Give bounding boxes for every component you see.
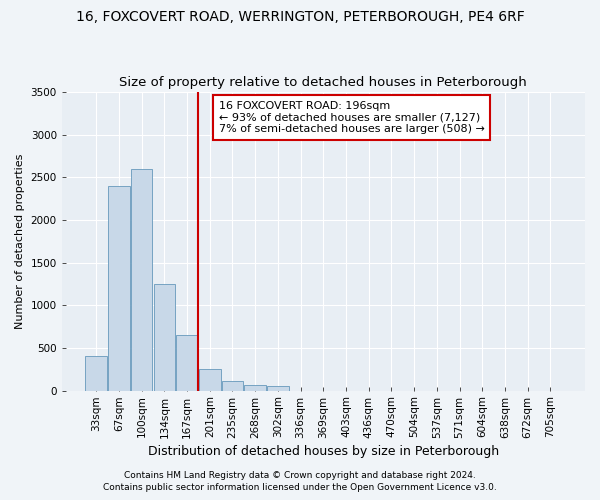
Bar bbox=[222, 381, 243, 390]
Bar bbox=[199, 369, 221, 390]
Text: Contains HM Land Registry data © Crown copyright and database right 2024.
Contai: Contains HM Land Registry data © Crown c… bbox=[103, 471, 497, 492]
Y-axis label: Number of detached properties: Number of detached properties bbox=[15, 154, 25, 329]
X-axis label: Distribution of detached houses by size in Peterborough: Distribution of detached houses by size … bbox=[148, 444, 499, 458]
Bar bbox=[244, 385, 266, 390]
Bar bbox=[85, 356, 107, 390]
Bar bbox=[154, 284, 175, 391]
Bar bbox=[108, 186, 130, 390]
Bar bbox=[131, 169, 152, 390]
Title: Size of property relative to detached houses in Peterborough: Size of property relative to detached ho… bbox=[119, 76, 527, 90]
Text: 16, FOXCOVERT ROAD, WERRINGTON, PETERBOROUGH, PE4 6RF: 16, FOXCOVERT ROAD, WERRINGTON, PETERBOR… bbox=[76, 10, 524, 24]
Text: 16 FOXCOVERT ROAD: 196sqm
← 93% of detached houses are smaller (7,127)
7% of sem: 16 FOXCOVERT ROAD: 196sqm ← 93% of detac… bbox=[218, 101, 485, 134]
Bar bbox=[176, 335, 198, 390]
Bar bbox=[267, 386, 289, 390]
